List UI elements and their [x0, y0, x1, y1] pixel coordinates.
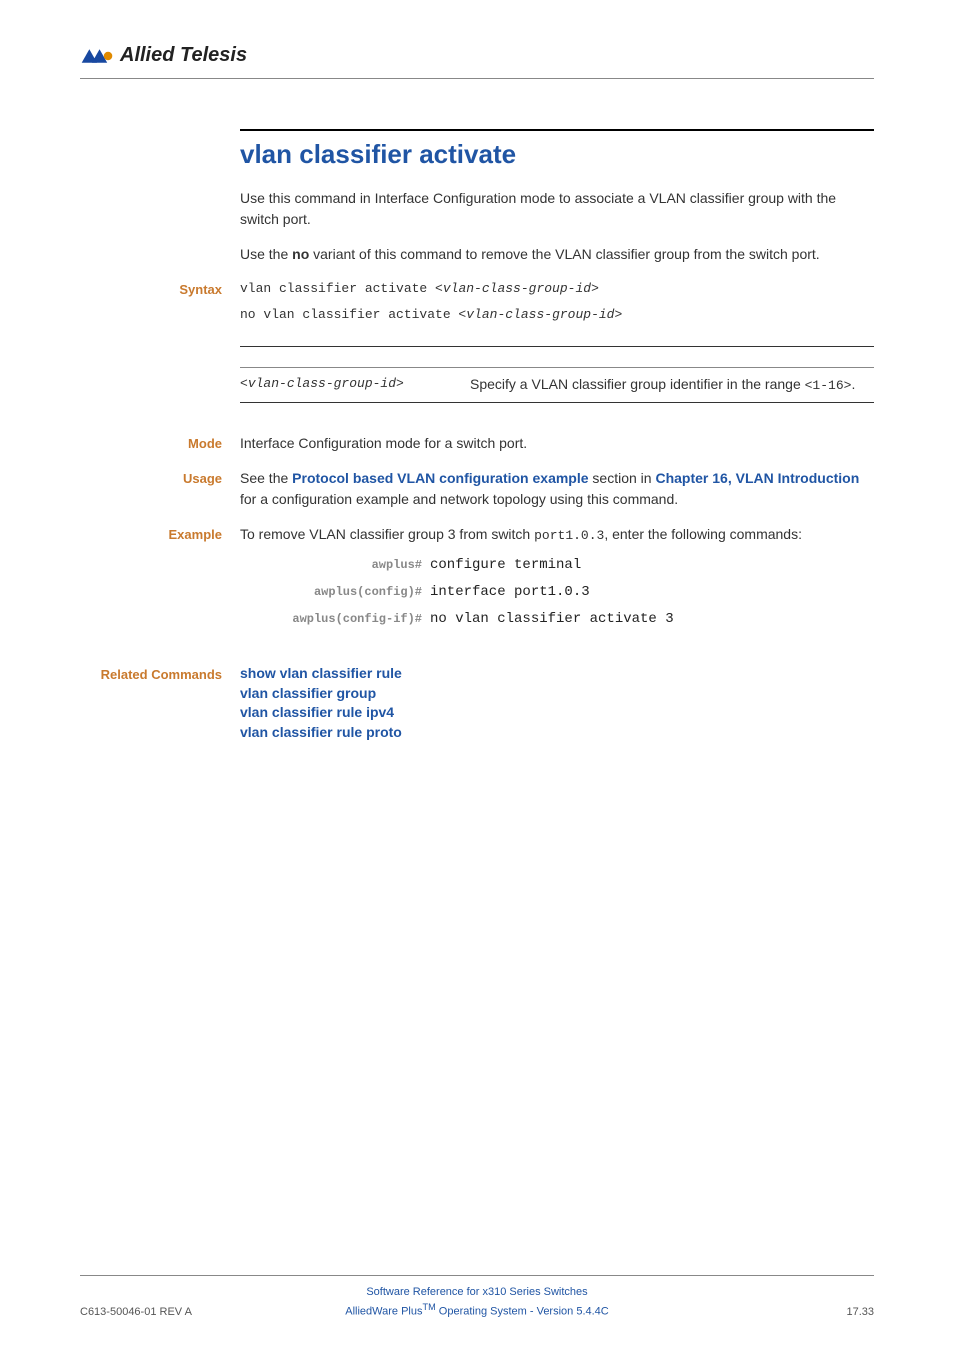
- example-row: Example To remove VLAN classifier group …: [240, 524, 874, 651]
- example-text-suffix: , enter the following commands:: [604, 526, 802, 542]
- intro2-bold: no: [292, 246, 309, 262]
- cmd-prompt-2: awplus(config)#: [240, 583, 430, 601]
- syntax-label: Syntax: [179, 282, 222, 297]
- usage-prefix: See the: [240, 470, 292, 486]
- footer-left: C613-50046-01 REV A: [80, 1304, 210, 1321]
- syntax2-prefix: no vlan classifier activate <: [240, 307, 466, 322]
- cmd-prompt-1: awplus#: [240, 556, 430, 574]
- param-desc-prefix: Specify a VLAN classifier group identifi…: [470, 376, 805, 392]
- cmd-row-1: awplus# configure terminal: [240, 555, 874, 576]
- usage-suffix: for a configuration example and network …: [240, 491, 678, 507]
- intro-1: Use this command in Interface Configurat…: [240, 188, 874, 230]
- syntax1-prefix: vlan classifier activate <: [240, 281, 443, 296]
- param-key-open: <: [240, 376, 248, 391]
- syntax2-var: vlan-class-group-id: [466, 307, 614, 322]
- mode-label: Mode: [188, 436, 222, 451]
- mode-text: Interface Configuration mode for a switc…: [240, 433, 874, 454]
- usage-body: See the Protocol based VLAN configuratio…: [240, 468, 874, 510]
- param-key: <vlan-class-group-id>: [240, 374, 470, 396]
- intro2-suffix: variant of this command to remove the VL…: [309, 246, 819, 262]
- param-desc-mono: <1-16>: [805, 378, 852, 393]
- example-text: To remove VLAN classifier group 3 from s…: [240, 524, 874, 546]
- example-text-mono: port1.0.3: [534, 528, 604, 543]
- syntax1-suffix: >: [591, 281, 599, 296]
- footer-c2-suffix: Operating System - Version 5.4.4C: [436, 1306, 609, 1318]
- usage-link-1[interactable]: Protocol based VLAN configuration exampl…: [292, 470, 588, 486]
- related-label: Related Commands: [101, 667, 222, 682]
- syntax2-suffix: >: [614, 307, 622, 322]
- related-list: show vlan classifier rule vlan classifie…: [240, 664, 874, 742]
- footer-right: 17.33: [744, 1304, 874, 1321]
- param-key-var: vlan-class-group-id: [248, 376, 396, 391]
- related-link-4[interactable]: vlan classifier rule proto: [240, 723, 874, 743]
- footer-center-2: AlliedWare PlusTM Operating System - Ver…: [210, 1301, 744, 1320]
- title-rule: vlan classifier activate: [240, 129, 874, 174]
- command-block: awplus# configure terminal awplus(config…: [240, 555, 874, 630]
- intro2-prefix: Use the: [240, 246, 292, 262]
- page-title: vlan classifier activate: [240, 135, 874, 174]
- logo-icon: [80, 45, 114, 65]
- cmd-text-2: interface port1.0.3: [430, 582, 590, 603]
- example-label: Example: [169, 527, 222, 542]
- usage-mid: section in: [589, 470, 656, 486]
- usage-label: Usage: [183, 471, 222, 486]
- cmd-text-1: configure terminal: [430, 555, 581, 576]
- param-table: <vlan-class-group-id> Specify a VLAN cla…: [240, 346, 874, 403]
- param-desc-suffix: .: [851, 376, 855, 392]
- footer-center: Software Reference for x310 Series Switc…: [210, 1284, 744, 1320]
- related-link-2[interactable]: vlan classifier group: [240, 684, 874, 704]
- cmd-row-3: awplus(config-if)# no vlan classifier ac…: [240, 609, 874, 630]
- param-key-close: >: [396, 376, 404, 391]
- related-link-3[interactable]: vlan classifier rule ipv4: [240, 703, 874, 723]
- footer-c2-tm: TM: [422, 1302, 435, 1312]
- brand-name: Allied Telesis: [120, 40, 247, 70]
- usage-link-2[interactable]: Chapter 16, VLAN Introduction: [655, 470, 859, 486]
- param-row: <vlan-class-group-id> Specify a VLAN cla…: [240, 367, 874, 396]
- footer-c2-prefix: AlliedWare Plus: [345, 1306, 422, 1318]
- param-desc: Specify a VLAN classifier group identifi…: [470, 374, 874, 396]
- main-content: vlan classifier activate Use this comman…: [240, 129, 874, 742]
- syntax-line-2: no vlan classifier activate <vlan-class-…: [240, 305, 874, 325]
- example-text-prefix: To remove VLAN classifier group 3 from s…: [240, 526, 534, 542]
- brand-logo: Allied Telesis: [80, 40, 874, 70]
- syntax1-var: vlan-class-group-id: [443, 281, 591, 296]
- related-row: Related Commands show vlan classifier ru…: [240, 664, 874, 742]
- mode-row: Mode Interface Configuration mode for a …: [240, 433, 874, 454]
- example-body: To remove VLAN classifier group 3 from s…: [240, 524, 874, 651]
- related-link-1[interactable]: show vlan classifier rule: [240, 664, 874, 684]
- syntax-row: Syntax vlan classifier activate <vlan-cl…: [240, 279, 874, 330]
- syntax-line-1: vlan classifier activate <vlan-class-gro…: [240, 279, 874, 299]
- usage-row: Usage See the Protocol based VLAN config…: [240, 468, 874, 510]
- intro-2: Use the no variant of this command to re…: [240, 244, 874, 265]
- page-footer: C613-50046-01 REV A Software Reference f…: [80, 1275, 874, 1320]
- cmd-row-2: awplus(config)# interface port1.0.3: [240, 582, 874, 603]
- cmd-text-3: no vlan classifier activate 3: [430, 609, 674, 630]
- page-header: Allied Telesis: [80, 40, 874, 79]
- footer-center-1: Software Reference for x310 Series Switc…: [210, 1284, 744, 1301]
- cmd-prompt-3: awplus(config-if)#: [240, 610, 430, 628]
